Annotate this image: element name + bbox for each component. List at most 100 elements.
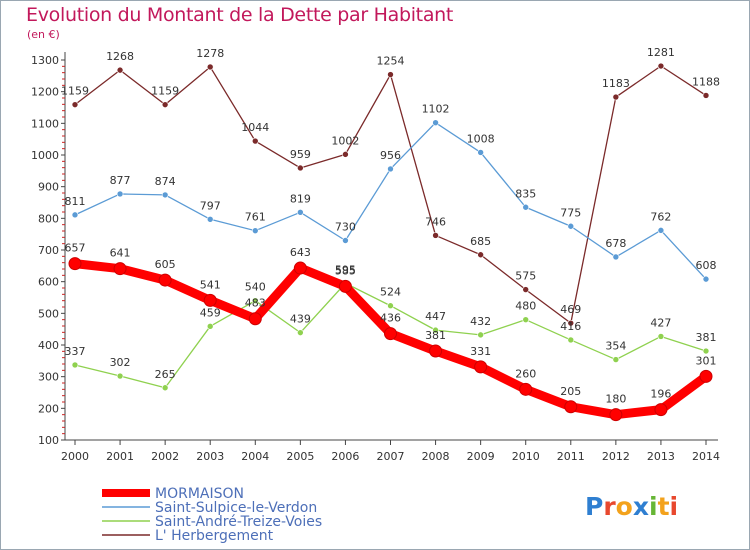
data-label: 205 xyxy=(560,385,581,398)
data-label: 730 xyxy=(335,221,356,234)
series-point xyxy=(342,237,349,244)
data-label: 337 xyxy=(65,345,86,358)
series-point xyxy=(432,326,439,334)
series-point xyxy=(161,191,169,199)
x-tick-label: 2001 xyxy=(106,450,134,463)
x-tick-label: 2005 xyxy=(286,450,314,463)
data-label: 540 xyxy=(245,281,266,294)
x-tick-label: 2012 xyxy=(602,450,630,463)
data-label: 439 xyxy=(290,313,311,326)
series-point xyxy=(657,227,665,234)
data-label: 302 xyxy=(110,356,131,369)
series-point xyxy=(251,137,259,145)
series-point xyxy=(116,190,124,198)
proxiti-logo: Proxiti xyxy=(585,492,679,521)
x-tick-label: 2014 xyxy=(692,450,720,463)
data-label: 260 xyxy=(515,367,536,380)
y-tick-label: 300 xyxy=(38,371,59,384)
data-label: 585 xyxy=(335,264,356,277)
y-tick-label: 100 xyxy=(38,434,59,447)
series-point xyxy=(161,384,169,392)
data-label: 746 xyxy=(425,215,446,228)
y-tick-label: 700 xyxy=(38,244,59,257)
data-label: 1159 xyxy=(151,85,179,98)
legend-label: L' Herbergement xyxy=(155,528,274,544)
series-point xyxy=(477,251,484,259)
series-point xyxy=(384,327,397,341)
data-label: 469 xyxy=(560,303,581,316)
data-label: 381 xyxy=(425,329,446,342)
data-label: 1188 xyxy=(692,75,720,88)
series-point xyxy=(248,312,262,326)
series-line-1 xyxy=(74,122,707,280)
data-label: 1278 xyxy=(196,47,224,60)
y-tick-label: 600 xyxy=(38,276,59,289)
y-tick-label: 1200 xyxy=(31,86,59,99)
data-label: 595 xyxy=(335,263,356,276)
series-point xyxy=(251,227,259,234)
unit-label: (en €) xyxy=(27,28,60,41)
data-label: 459 xyxy=(200,306,221,319)
data-label: 483 xyxy=(245,297,266,310)
x-tick-label: 2002 xyxy=(151,450,179,463)
series-point xyxy=(702,347,710,355)
data-label: 1183 xyxy=(602,77,630,90)
series-point xyxy=(519,382,533,396)
data-label: 541 xyxy=(200,278,221,291)
data-label: 301 xyxy=(696,354,717,367)
data-label: 480 xyxy=(515,300,536,313)
data-label: 436 xyxy=(380,312,401,325)
data-label: 1008 xyxy=(467,132,495,145)
data-label: 1002 xyxy=(331,134,359,147)
data-label: 524 xyxy=(380,286,401,299)
data-label: 416 xyxy=(560,320,581,333)
chart-title: Evolution du Montant de la Dette par Hab… xyxy=(26,4,454,26)
data-label: 1268 xyxy=(106,50,134,63)
series-point xyxy=(297,164,304,172)
data-label: 874 xyxy=(155,175,176,188)
series-point xyxy=(702,275,710,283)
x-tick-label: 2009 xyxy=(467,450,495,463)
data-label: 1102 xyxy=(422,103,450,116)
series-point xyxy=(657,333,665,340)
x-tick-label: 2007 xyxy=(377,450,405,463)
series-point xyxy=(158,273,172,287)
legend-label: MORMAISON xyxy=(155,486,244,502)
series-point xyxy=(251,297,259,304)
series-point xyxy=(116,372,124,380)
x-tick-label: 2003 xyxy=(196,450,224,463)
data-label: 381 xyxy=(696,331,717,344)
series-point xyxy=(342,151,349,158)
series-point xyxy=(387,302,394,310)
series-point xyxy=(161,101,169,108)
series-point xyxy=(432,232,439,239)
y-tick-label: 400 xyxy=(38,339,59,352)
series-point xyxy=(68,257,82,271)
data-label: 762 xyxy=(650,210,671,223)
series-point xyxy=(387,71,394,78)
series-point xyxy=(477,149,484,156)
legend-label: Saint-Sulpice-le-Verdon xyxy=(155,500,317,516)
series-point xyxy=(567,336,575,344)
data-label: 432 xyxy=(470,315,491,328)
series-point xyxy=(702,92,710,99)
data-label: 265 xyxy=(155,368,176,381)
series-point xyxy=(522,286,530,293)
data-label: 643 xyxy=(290,246,311,259)
x-tick-label: 2006 xyxy=(331,450,359,463)
y-tick-label: 900 xyxy=(38,181,59,194)
data-label: 1159 xyxy=(61,85,89,98)
data-label: 1281 xyxy=(647,46,675,59)
x-tick-label: 2010 xyxy=(512,450,540,463)
data-label: 354 xyxy=(605,340,626,353)
series-point xyxy=(567,319,575,327)
data-label: 877 xyxy=(110,174,131,187)
y-tick-label: 1000 xyxy=(31,149,59,162)
x-tick-label: 2013 xyxy=(647,450,675,463)
data-label: 1044 xyxy=(241,121,269,134)
data-label: 641 xyxy=(110,247,131,260)
data-label: 811 xyxy=(65,195,86,208)
series-point xyxy=(293,261,307,275)
data-label: 1254 xyxy=(377,55,405,68)
